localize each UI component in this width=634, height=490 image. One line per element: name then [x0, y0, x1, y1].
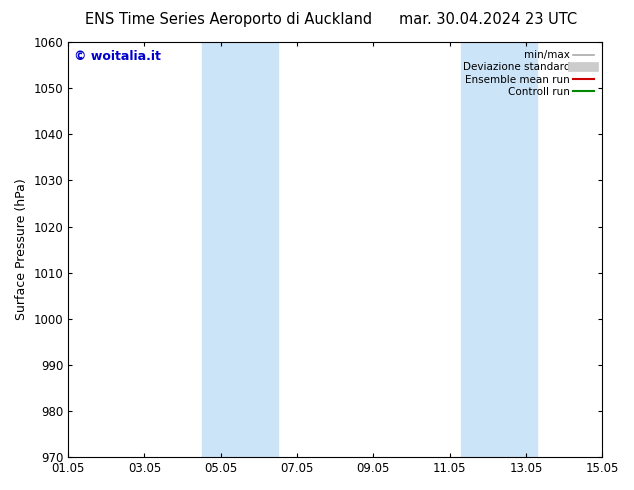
Text: © woitalia.it: © woitalia.it [74, 50, 160, 63]
Legend: min/max, Deviazione standard, Ensemble mean run, Controll run: min/max, Deviazione standard, Ensemble m… [460, 47, 597, 100]
Text: ENS Time Series Aeroporto di Auckland: ENS Time Series Aeroporto di Auckland [85, 12, 372, 27]
Bar [461, 42, 538, 457]
Bar [202, 42, 278, 457]
Y-axis label: Surface Pressure (hPa): Surface Pressure (hPa) [15, 179, 28, 320]
Text: mar. 30.04.2024 23 UTC: mar. 30.04.2024 23 UTC [399, 12, 577, 27]
